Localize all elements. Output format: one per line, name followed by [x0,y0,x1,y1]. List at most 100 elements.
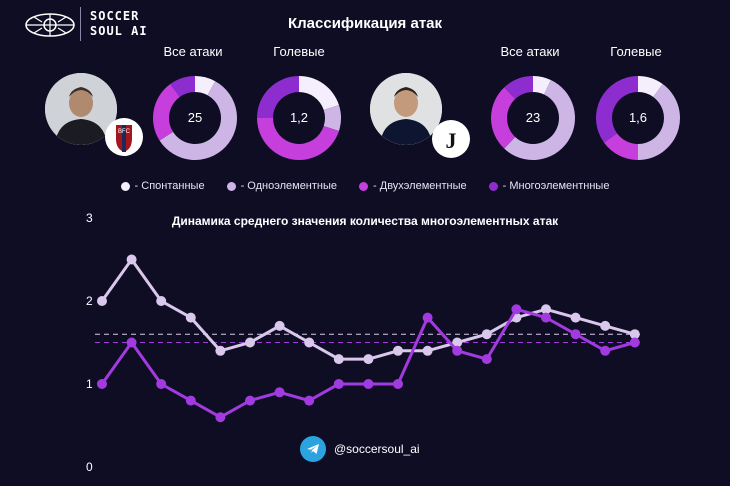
series-2-point [333,379,344,389]
legend-label: - Одноэлементные [240,180,338,192]
label-all-attacks-1: Все атаки [163,44,223,59]
juventus-badge-text: J [446,128,457,153]
donut-slice [604,133,638,160]
legend-label: - Двухэлементные [373,180,467,192]
donut-slice [638,76,663,97]
series-2-point [600,345,611,356]
series-2-point [126,337,137,348]
brand-name: SOCCER SOUL AI [90,9,148,39]
series-1-point [629,329,640,340]
donut-bologna-goal [257,76,341,160]
legend-dot [488,181,498,191]
y-tick-label: 1 [86,377,93,391]
y-tick-label: 3 [86,211,93,225]
series-1-point [363,354,374,365]
series-1-point [215,345,226,356]
donut-slice [159,81,237,160]
brand-logo [25,13,75,37]
series-1-point [333,354,344,365]
series-2-point [541,312,551,323]
series-2-point [215,412,226,423]
brand-line-2: SOUL AI [90,24,148,38]
telegram-icon [300,436,326,462]
donut-slice [299,76,339,110]
donut-slice [195,76,216,96]
series-2-point [393,379,403,389]
team-badge-bologna: BFC [105,118,143,156]
series-2-point [629,337,640,348]
bologna-badge-text: BFC [118,129,131,135]
donut-juventus-goal-value: 1,6 [628,110,648,125]
donut-slice [170,76,195,97]
brand-line-1: SOCCER [90,9,140,23]
telegram-handle[interactable]: @soccersoul_ai [300,436,420,462]
donut-slice [596,76,638,143]
series-1-point [274,320,285,331]
label-all-attacks-2: Все атаки [500,44,560,59]
series-2-point [511,304,522,315]
donut-juventus-all-value: 23 [525,110,541,125]
legend-item-two-element: - Двухэлементные [359,180,467,192]
team-badge-juventus: J [432,120,470,158]
series-1-point [185,312,196,323]
legend-dot [226,181,236,191]
series-2-point [570,329,581,340]
series-1-point [245,337,255,348]
telegram-handle-text: @soccersoul_ai [334,442,420,456]
logo-divider [80,7,81,41]
series-1-point [570,312,581,323]
donut-bologna-all [153,76,237,160]
legend-label: - Спонтанные [134,180,205,192]
legend-item-spontaneous: - Спонтанные [120,180,205,192]
series-1-point [422,345,433,356]
series-1-point [97,296,107,306]
y-tick-label: 2 [86,294,93,308]
series-1-point [126,254,137,265]
series-1-point [481,329,492,340]
series-2-point [304,395,315,406]
donut-slice [153,84,180,141]
legend-label: - Многоэлементнные [502,180,610,192]
series-1-line [100,256,636,361]
donut-juventus-all [491,76,575,160]
coach-photo-2 [370,73,442,145]
series-1-point [393,345,403,356]
legend-item-multi-element: - Многоэлементнные [488,180,610,192]
legend-dot [359,181,369,191]
chart-title: Динамика среднего значения количества мн… [171,214,559,228]
page-title: Классификация атак [287,15,443,32]
donut-slice [504,76,533,100]
series-2-point [185,395,196,406]
donut-slice [257,118,339,160]
legend-dot [120,181,130,191]
series-2-point [245,395,255,406]
donut-slice [638,84,680,160]
donut-juventus-goal [596,76,680,160]
series-2-point [363,379,374,389]
donut-slice [504,79,575,160]
donut-bologna-goal-value: 1,2 [289,110,309,125]
series-1-point [452,337,463,348]
label-goal-attacks-1: Голевые [273,44,325,59]
series-2-point [156,379,167,389]
series-1-point [156,296,167,306]
coach-photo-1 [45,73,117,145]
series-2-point [422,312,433,323]
series-2-point [481,354,492,365]
label-goal-attacks-2: Голевые [610,44,662,59]
series-2-point [274,387,285,398]
legend: - Спонтанные - Одноэлементные - Двухэлем… [0,180,730,192]
donut-bologna-all-value: 25 [187,110,203,125]
donut-slice [257,76,299,118]
donut-slice [533,76,551,95]
legend-item-one-element: - Одноэлементные [226,180,338,192]
series-2-point [452,345,463,356]
series-1-point [304,337,315,348]
series-2-point [97,379,107,389]
y-tick-label: 0 [86,460,93,474]
donut-slice [323,105,341,131]
series-1-point [600,320,611,331]
series-1-point [541,304,551,315]
donut-slice [491,87,516,149]
